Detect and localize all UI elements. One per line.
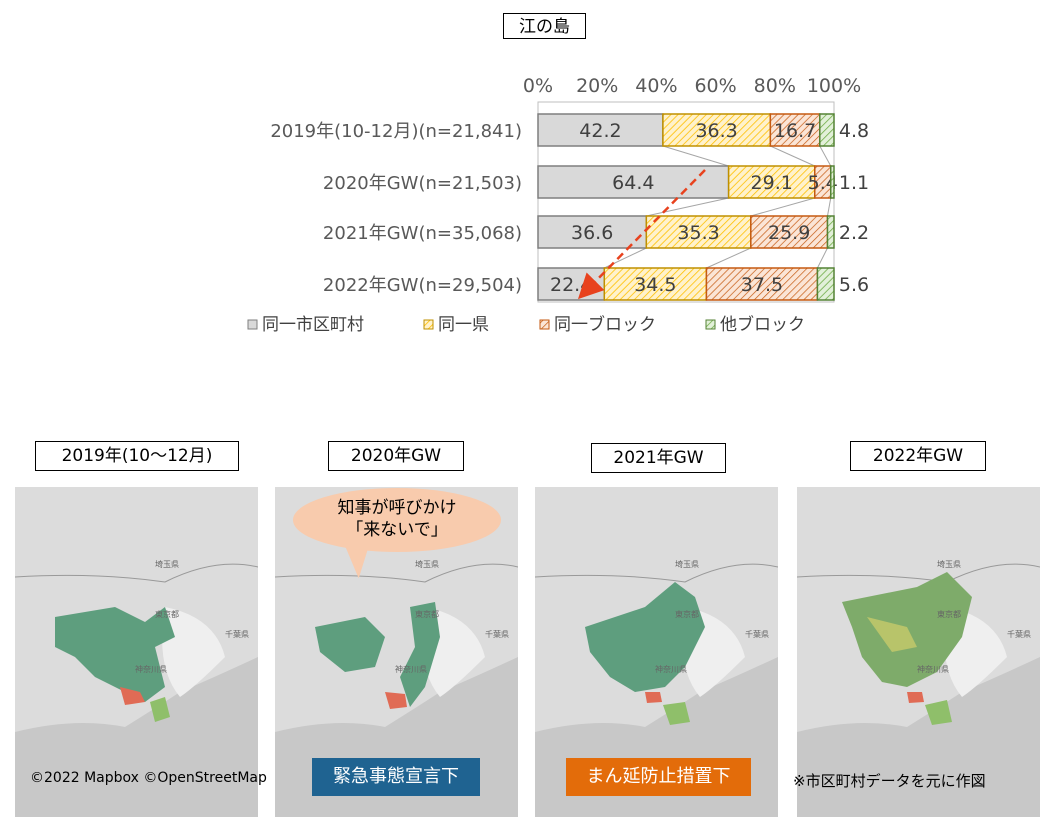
data-label: 4.8 — [839, 120, 869, 142]
data-label: 34.5 — [634, 274, 676, 296]
map-label-saitama: 埼玉県 — [675, 559, 699, 569]
data-label: 5.6 — [839, 274, 869, 296]
data-label: 35.3 — [677, 222, 719, 244]
stacked-bar-chart: 42.2 36.3 16.7 4.864.4 29.1 5.4 1.136.6 35.3 25.… — [247, 75, 869, 335]
legend-label: 他ブロック — [720, 314, 805, 335]
bar-segment — [537, 215, 648, 249]
category-label: 2019年(10-12月)(n=21,841) — [270, 121, 522, 142]
map-label-chiba: 千葉県 — [485, 629, 509, 639]
legend-swatch — [423, 319, 434, 330]
data-label: 29.1 — [751, 172, 793, 194]
map-label-saitama: 埼玉県 — [155, 559, 179, 569]
x-tick-label: 20% — [576, 75, 618, 97]
bar-segment — [727, 165, 816, 199]
data-label: 37.5 — [741, 274, 783, 296]
data-label: 64.4 — [612, 172, 654, 194]
x-tick-label: 40% — [635, 75, 677, 97]
map-label-kanagawa: 神奈川県 — [655, 664, 687, 674]
x-axis-ticks: 0% 20% 40% 60% 80% 100% — [523, 75, 861, 97]
map-label-tokyo: 東京都 — [415, 609, 439, 619]
map-label-chiba: 千葉県 — [225, 629, 249, 639]
bar-segment — [819, 113, 835, 147]
series-line — [646, 197, 729, 217]
series-connectors — [604, 145, 832, 269]
bar-segment — [537, 113, 664, 147]
map-image: 埼玉県 東京都 千葉県 神奈川県 — [797, 559, 1040, 817]
source-note: ※市区町村データを元に作図 — [793, 772, 986, 790]
semi-emergency-banner: まん延防止措置下 — [566, 758, 751, 796]
bars: 42.2 36.3 16.7 4.864.4 29.1 5.4 1.136.6 35.3 25.… — [537, 113, 869, 301]
map-label-kanagawa: 神奈川県 — [395, 664, 427, 674]
bar-segment — [645, 215, 752, 249]
x-tick-label: 80% — [754, 75, 796, 97]
data-label: 42.2 — [579, 120, 621, 142]
bar-segment — [769, 113, 821, 147]
legend: 同一市区町村 同一県 同一ブロック 他ブロック — [247, 314, 805, 335]
map-label-chiba: 千葉県 — [745, 629, 769, 639]
trend-arrow — [577, 169, 706, 300]
data-label: 16.7 — [774, 120, 816, 142]
series-line — [706, 247, 752, 269]
map-label-tokyo: 東京都 — [155, 609, 179, 619]
map-label-tokyo: 東京都 — [937, 609, 961, 619]
series-line — [816, 247, 828, 269]
plot-frame — [537, 101, 835, 303]
legend-label: 同一県 — [438, 315, 489, 335]
category-labels: 2019年(10-12月)(n=21,841) 2020年GW(n=21,503)… — [270, 121, 522, 296]
map-label-saitama: 埼玉県 — [415, 559, 439, 569]
category-label: 2020年GW(n=21,503) — [323, 173, 522, 194]
x-tick-label: 0% — [523, 75, 553, 97]
data-label: 36.6 — [571, 222, 613, 244]
series-line — [826, 197, 832, 217]
category-label: 2022年GW(n=29,504) — [323, 275, 522, 296]
map-label-chiba: 千葉県 — [1007, 629, 1031, 639]
map-2022: 埼玉県 東京都 千葉県 神奈川県 — [797, 487, 1040, 817]
map-copyright: ©2022 Mapbox ©OpenStreetMap — [30, 770, 267, 786]
bar-segment — [829, 165, 835, 199]
x-tick-label: 60% — [694, 75, 736, 97]
data-label: 36.3 — [695, 120, 737, 142]
data-label: 1.1 — [839, 172, 869, 194]
category-label: 2021年GW(n=35,068) — [323, 223, 522, 244]
bar-segment — [662, 113, 772, 147]
map-label-tokyo: 東京都 — [675, 609, 699, 619]
series-line — [750, 197, 815, 217]
series-line — [819, 145, 832, 167]
legend-swatch — [705, 319, 716, 330]
bubble-line-1: 知事が呼びかけ — [337, 498, 457, 518]
map-title-2021: 2021年GW — [591, 443, 726, 473]
chart-title: 江の島 — [503, 13, 586, 39]
series-line — [770, 145, 815, 167]
bubble-line-2: 「来ないで」 — [346, 520, 448, 540]
x-tick-label: 100% — [807, 75, 861, 97]
map-2019: 埼玉県 東京都 千葉県 神奈川県 — [15, 487, 258, 817]
plot-area-border — [537, 101, 835, 303]
map-title-2020: 2020年GW — [328, 441, 464, 471]
bar-segment — [603, 267, 708, 301]
speech-bubble: 知事が呼びかけ 「来ないで」 — [293, 488, 501, 552]
data-label: 2.2 — [839, 222, 869, 244]
emergency-banner: 緊急事態宣言下 — [312, 758, 480, 796]
map-label-kanagawa: 神奈川県 — [917, 664, 949, 674]
map-title-2019: 2019年(10〜12月) — [35, 441, 239, 471]
data-label: 25.9 — [768, 222, 810, 244]
legend-label: 同一市区町村 — [262, 315, 364, 335]
map-title-2022: 2022年GW — [850, 441, 986, 471]
bar-segment — [826, 215, 835, 249]
map-label-saitama: 埼玉県 — [937, 559, 961, 569]
bar-segment — [705, 267, 819, 301]
legend-label: 同一ブロック — [554, 314, 656, 335]
map-label-kanagawa: 神奈川県 — [135, 664, 167, 674]
map-image: 埼玉県 東京都 千葉県 神奈川県 — [15, 559, 258, 817]
series-line — [662, 145, 729, 167]
bar-segment — [816, 267, 835, 301]
legend-swatch — [247, 319, 258, 330]
legend-swatch — [539, 319, 550, 330]
